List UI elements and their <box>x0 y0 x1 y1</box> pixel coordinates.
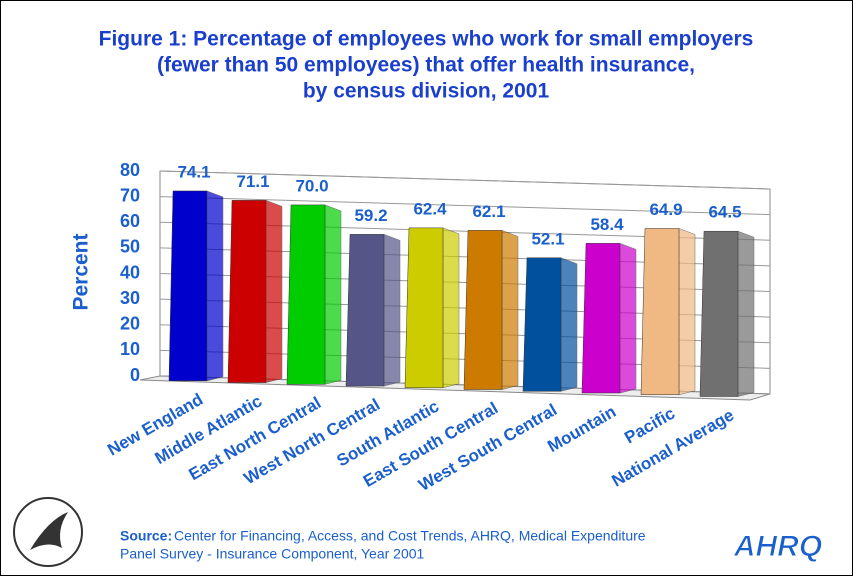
bar <box>581 243 621 394</box>
hhs-seal <box>13 497 83 567</box>
bar-side <box>560 257 578 392</box>
value-label: 74.1 <box>177 162 210 181</box>
y-tick-label: 50 <box>120 237 140 257</box>
y-tick-label: 80 <box>120 160 140 180</box>
value-label: 64.9 <box>649 200 682 219</box>
source-label: Source: <box>120 528 172 544</box>
bar <box>640 228 680 396</box>
logo: AHRQ <box>733 530 822 563</box>
value-label: 58.4 <box>590 215 624 234</box>
y-tick-label: 60 <box>120 211 140 231</box>
bar-side <box>206 190 224 382</box>
bar <box>286 204 326 385</box>
source-text: Panel Survey - Insurance Component, Year… <box>120 546 425 562</box>
bar-side <box>265 200 283 383</box>
grid-line <box>159 170 771 190</box>
y-tick-label: 20 <box>120 314 140 334</box>
bar-side <box>324 204 342 385</box>
value-label: 64.5 <box>708 203 741 222</box>
y-tick-label: 40 <box>120 262 140 282</box>
bar-side <box>619 243 637 394</box>
bar <box>522 257 562 392</box>
bar-side <box>383 233 401 387</box>
value-label: 70.0 <box>295 176 328 195</box>
bar-side <box>501 230 519 390</box>
chart-title: (fewer than 50 employees) that offer hea… <box>157 54 695 77</box>
y-tick-label: 70 <box>120 185 140 205</box>
bar <box>168 190 208 382</box>
chart-title: by census division, 2001 <box>303 80 550 103</box>
value-label: 52.1 <box>531 229 564 248</box>
bar <box>404 227 444 389</box>
y-axis-label: Percent <box>70 233 93 310</box>
bar <box>345 234 385 387</box>
bar-side <box>737 230 755 397</box>
bar <box>463 230 503 390</box>
value-label: 71.1 <box>236 172 269 191</box>
value-label: 62.1 <box>472 202 505 221</box>
y-tick-label: 0 <box>130 365 140 385</box>
bar-side <box>442 227 460 389</box>
value-label: 59.2 <box>354 206 387 225</box>
y-tick-label: 10 <box>120 339 140 359</box>
bar-side <box>678 228 696 396</box>
bar <box>227 200 267 383</box>
grid-line <box>159 196 771 216</box>
bar <box>699 230 739 397</box>
source-text: Center for Financing, Access, and Cost T… <box>174 528 646 544</box>
value-label: 62.4 <box>413 199 447 218</box>
chart-title: Figure 1: Percentage of employees who wo… <box>99 28 754 51</box>
y-tick-label: 30 <box>120 288 140 308</box>
